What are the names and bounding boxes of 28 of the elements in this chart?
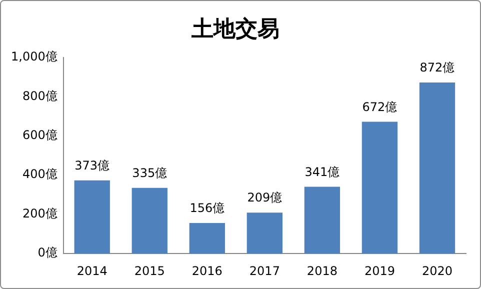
bar bbox=[304, 186, 340, 254]
bar bbox=[74, 180, 110, 254]
data-label: 209億 bbox=[247, 190, 282, 205]
data-label: 335億 bbox=[132, 166, 168, 180]
x-tick-label: 2020 bbox=[422, 264, 453, 278]
bar bbox=[189, 222, 225, 254]
y-tick-label: 600億 bbox=[22, 128, 58, 142]
bar bbox=[419, 82, 456, 254]
y-tick-label: 0億 bbox=[38, 246, 58, 260]
x-tick-label: 2019 bbox=[364, 264, 395, 278]
x-tick-label: 2015 bbox=[134, 264, 165, 278]
x-tick-label: 2018 bbox=[306, 264, 338, 278]
y-tick-label: 400億 bbox=[22, 167, 58, 182]
y-tick-label: 1,000億 bbox=[10, 50, 58, 64]
data-label: 373億 bbox=[74, 158, 110, 173]
chart-title: 土地交易 bbox=[190, 16, 280, 42]
x-tick-label: 2014 bbox=[76, 264, 108, 278]
x-tick-label: 2017 bbox=[249, 264, 280, 278]
bar bbox=[246, 212, 283, 254]
data-label: 156億 bbox=[190, 201, 225, 216]
y-tick-label: 800億 bbox=[22, 88, 58, 103]
data-label: 672億 bbox=[362, 100, 398, 114]
x-tick-label: 2016 bbox=[192, 264, 222, 278]
bar bbox=[362, 122, 398, 254]
bar bbox=[132, 188, 168, 254]
data-label: 872億 bbox=[420, 60, 455, 75]
y-tick-label: 200億 bbox=[22, 206, 58, 220]
data-label: 341億 bbox=[304, 164, 340, 179]
